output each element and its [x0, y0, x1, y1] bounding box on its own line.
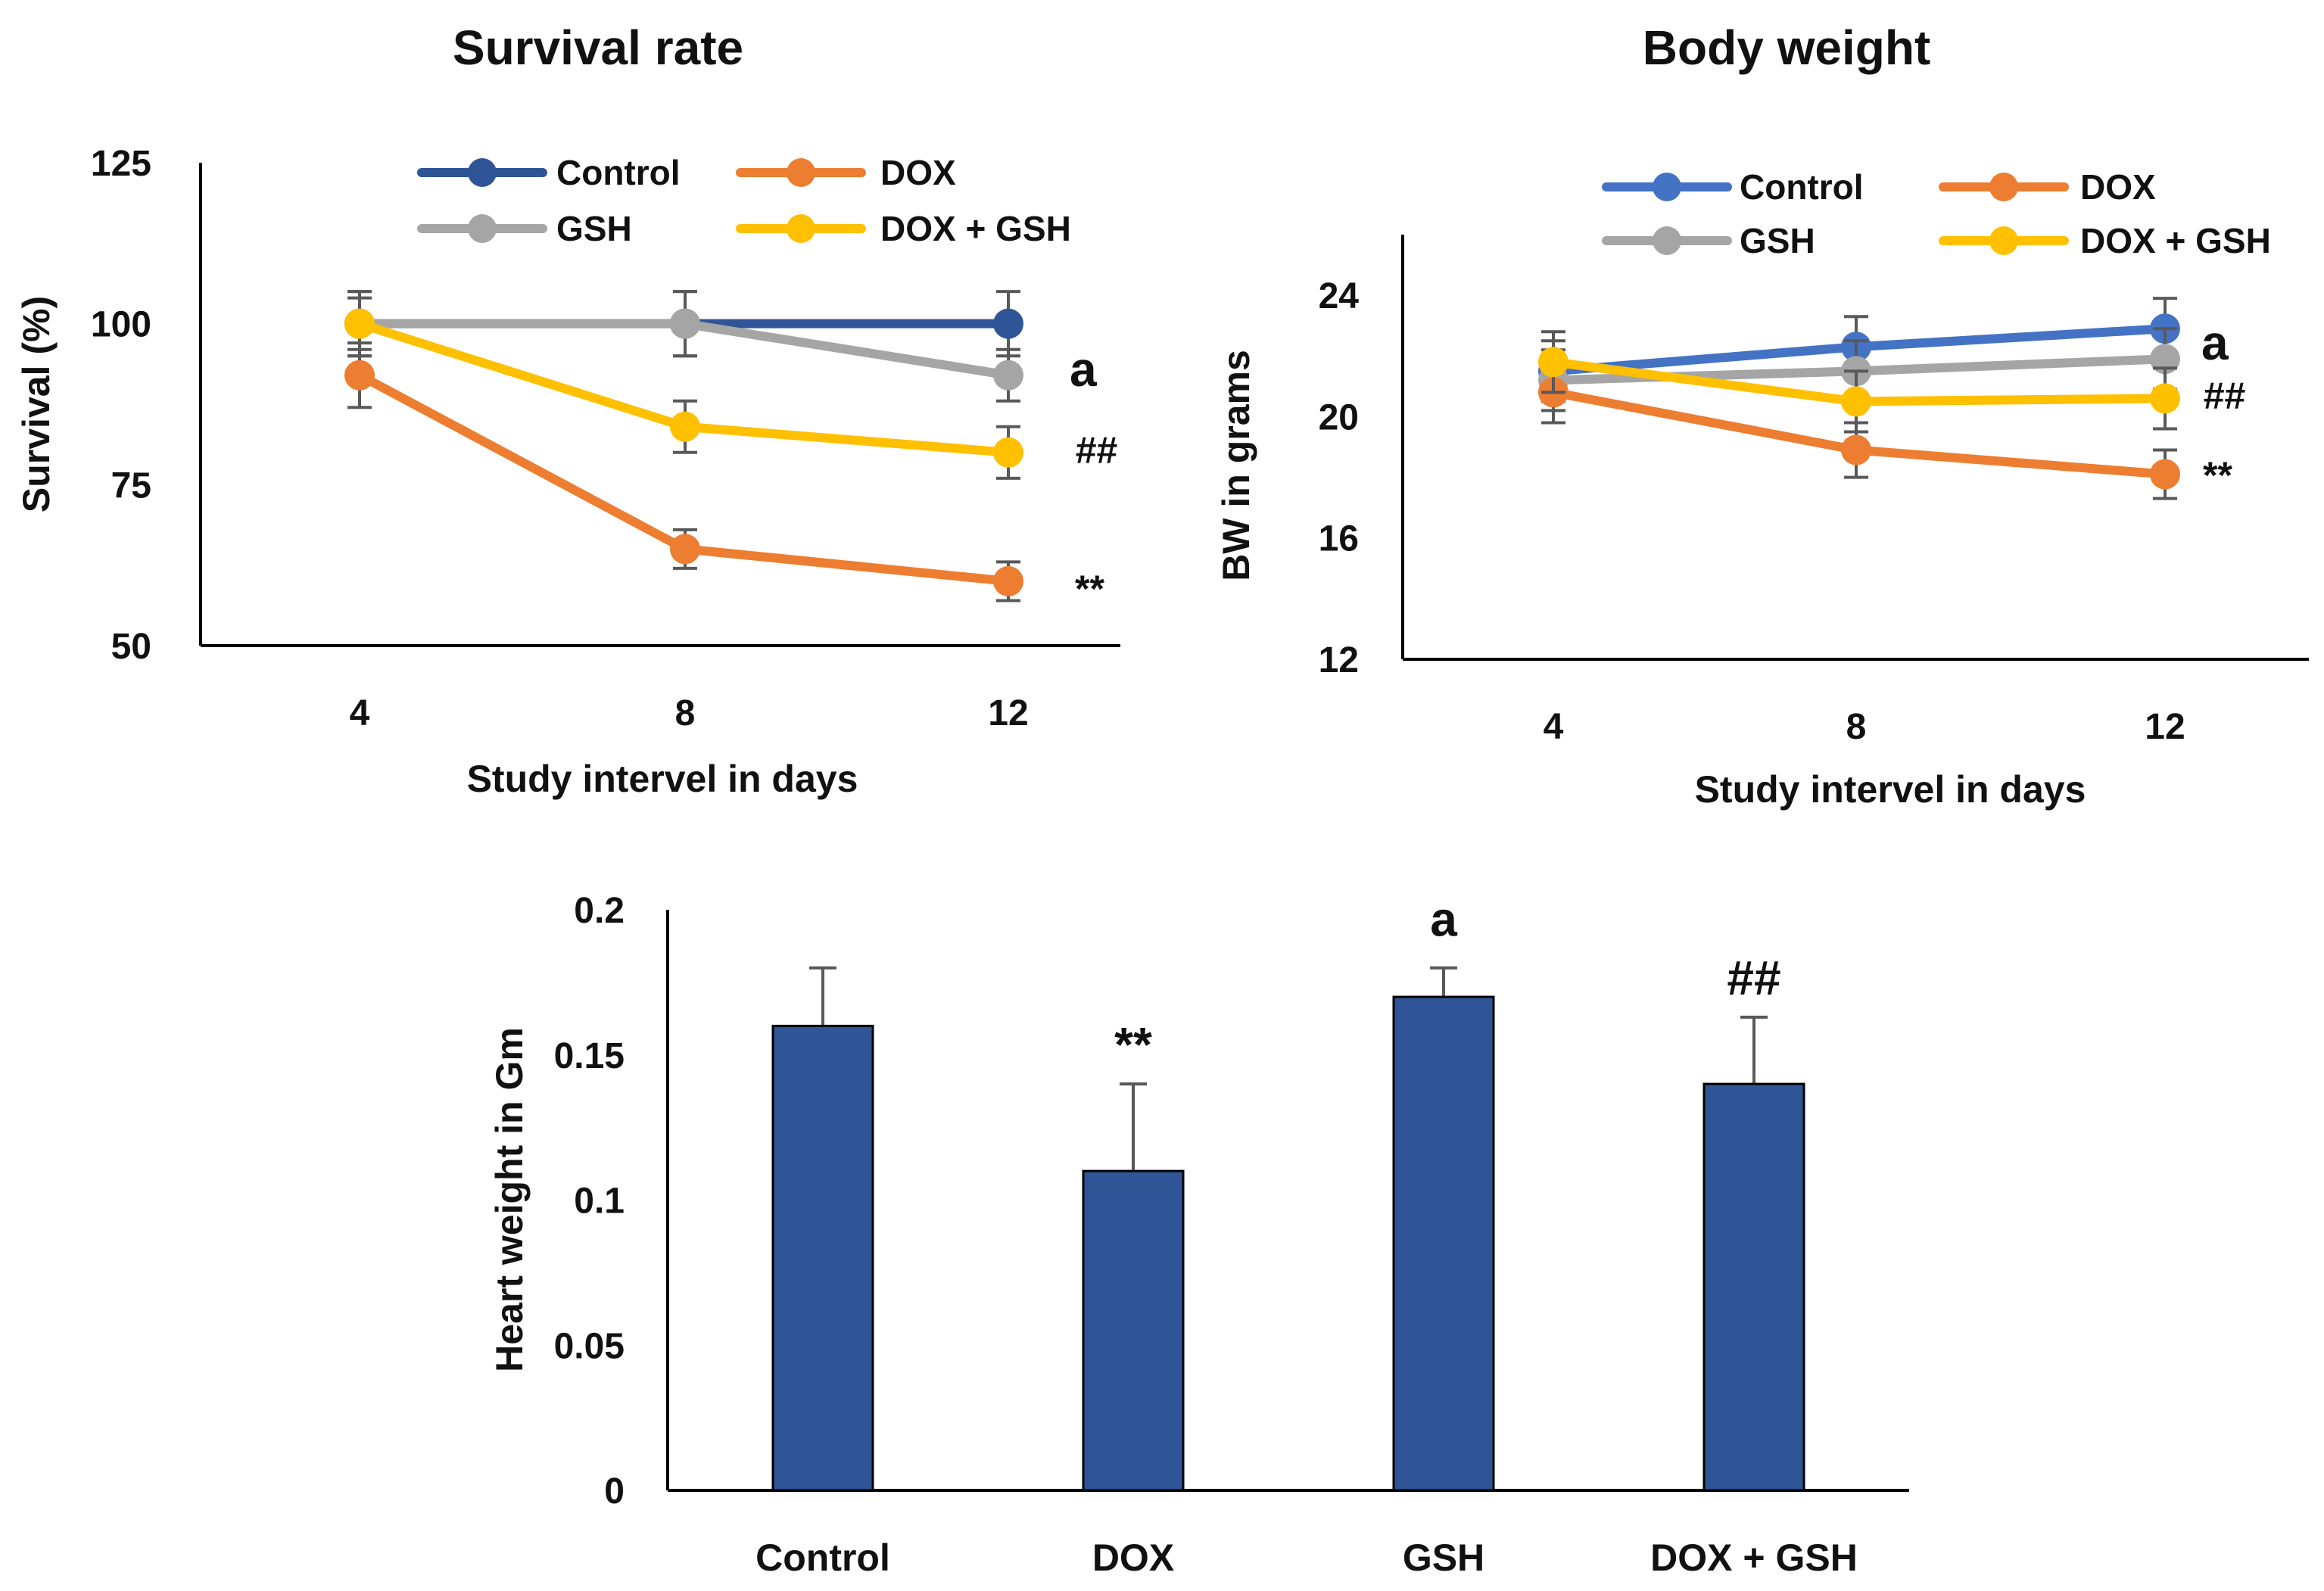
body-weight-legend-control: Control [1602, 167, 1864, 207]
survival-legend-control: Control [417, 153, 681, 192]
body-weight-y-tick-label: 12 [1319, 640, 1359, 680]
data-point [670, 534, 700, 565]
heart-weight-y-tick-label: 0.05 [554, 1326, 625, 1366]
legend-label: GSH [556, 209, 632, 248]
data-point [344, 308, 375, 339]
body-weight-series-dox-gsh [1538, 330, 2180, 434]
bar-rect [771, 1024, 874, 1492]
legend-label: GSH [1740, 221, 1815, 260]
survival-y-axis-label: Survival (%) [15, 296, 58, 512]
legend-swatch-marker [1653, 226, 1681, 255]
survival-y-tick-label: 125 [91, 144, 151, 184]
survival-x-tick-label: 12 [988, 693, 1028, 733]
data-point [993, 565, 1023, 596]
body-weight-x-tick-label: 12 [2145, 707, 2185, 747]
bar-dox-gsh [1703, 1015, 1805, 1492]
heart-weight-y-axis-label: Heart weight in Gm [488, 1027, 531, 1372]
legend-swatch-marker [468, 158, 497, 187]
heart-weight-y-tick-label: 0.1 [574, 1182, 625, 1222]
body-weight-title: Body weight [1643, 20, 1930, 75]
data-point [2150, 459, 2180, 490]
legend-swatch-marker [787, 158, 815, 187]
data-point [993, 437, 1023, 468]
body-weight-y-tick-label: 24 [1319, 276, 1360, 316]
data-point [993, 360, 1023, 391]
legend-swatch-marker [1653, 173, 1681, 201]
data-point [670, 411, 700, 442]
body-weight-annotation: a [2201, 316, 2229, 370]
data-point [993, 308, 1023, 339]
bar-dox [1082, 1082, 1185, 1492]
bar-gsh [1392, 966, 1495, 1492]
data-point [2150, 344, 2180, 375]
body-weight-legend-dox: DOX [1939, 167, 2156, 207]
survival-annotation: a [1070, 342, 1097, 397]
data-point [1538, 347, 1569, 378]
bar-control [771, 966, 874, 1492]
survival-legend-gsh: GSH [417, 209, 632, 248]
data-point [2150, 383, 2180, 414]
data-point [1841, 434, 1871, 465]
heart-weight-annotation: ## [1727, 951, 1780, 1005]
heart-weight-y-tick-label: 0.2 [574, 891, 625, 931]
survival-rate-chart: Survival rate 50 75 100 125 4 8 12 Study interve… [15, 20, 1120, 800]
legend-swatch-marker [468, 214, 497, 243]
body-weight-x-axis-label: Study intervel in days [1695, 768, 2086, 811]
survival-title: Survival rate [453, 20, 743, 75]
bar-rect [1392, 995, 1495, 1492]
survival-legend-dox: DOX [736, 153, 956, 192]
survival-annotation: ## [1075, 429, 1117, 472]
body-weight-y-tick-label: 16 [1319, 519, 1359, 559]
body-weight-series-dox [1538, 360, 2180, 500]
survival-legend-dox-gsh: DOX + GSH [736, 209, 1071, 248]
data-point [1841, 386, 1871, 417]
heart-weight-category-label: GSH [1403, 1537, 1484, 1579]
heart-weight-chart: 0 0.05 0.1 0.15 0.2 Heart weight in Gm Control… [488, 891, 1909, 1579]
survival-annotation: ** [1075, 568, 1104, 610]
survival-series-dox [344, 341, 1023, 602]
body-weight-annotation: ** [2203, 454, 2232, 497]
legend-label: DOX + GSH [2080, 221, 2271, 260]
body-weight-y-axis-label: BW in grams [1215, 350, 1257, 581]
body-weight-legend-dox-gsh: DOX + GSH [1939, 221, 2271, 260]
body-weight-x-tick-label: 8 [1846, 707, 1867, 747]
survival-x-axis-label: Study intervel in days [467, 758, 858, 800]
survival-series-dox-gsh [344, 296, 1023, 480]
survival-y-tick-label: 75 [111, 465, 151, 506]
body-weight-y-tick-label: 20 [1319, 397, 1359, 437]
heart-weight-annotation: a [1430, 892, 1457, 947]
survival-x-tick-label: 4 [350, 693, 370, 733]
data-point [344, 360, 375, 391]
body-weight-chart: Body weight 12 16 20 24 4 8 12 Study intervel in… [1215, 20, 2309, 811]
body-weight-series-control [1538, 297, 2180, 403]
legend-label: DOX + GSH [880, 209, 1071, 248]
survival-y-tick-label: 50 [111, 627, 151, 667]
survival-y-tick-label: 100 [91, 305, 151, 345]
bar-rect [1082, 1169, 1185, 1492]
survival-x-tick-label: 8 [675, 693, 696, 733]
heart-weight-category-label: DOX + GSH [1650, 1537, 1858, 1579]
legend-swatch-marker [787, 214, 815, 243]
survival-series-gsh [344, 290, 1023, 403]
bar-rect [1703, 1082, 1805, 1492]
legend-swatch-marker [1989, 226, 2018, 255]
legend-label: Control [1740, 167, 1864, 207]
heart-weight-y-tick-label: 0 [604, 1471, 625, 1512]
legend-swatch-marker [1989, 173, 2018, 201]
heart-weight-y-tick-label: 0.15 [554, 1036, 625, 1076]
body-weight-annotation: ## [2203, 375, 2245, 417]
heart-weight-category-label: DOX [1092, 1537, 1174, 1579]
heart-weight-category-label: Control [755, 1537, 890, 1579]
legend-label: DOX [2080, 167, 2156, 207]
heart-weight-annotation: ** [1114, 1017, 1152, 1072]
body-weight-legend-gsh: GSH [1602, 221, 1815, 260]
body-weight-x-tick-label: 4 [1544, 707, 1564, 747]
data-point [670, 308, 700, 339]
legend-label: DOX [880, 153, 956, 192]
legend-label: Control [556, 153, 681, 192]
